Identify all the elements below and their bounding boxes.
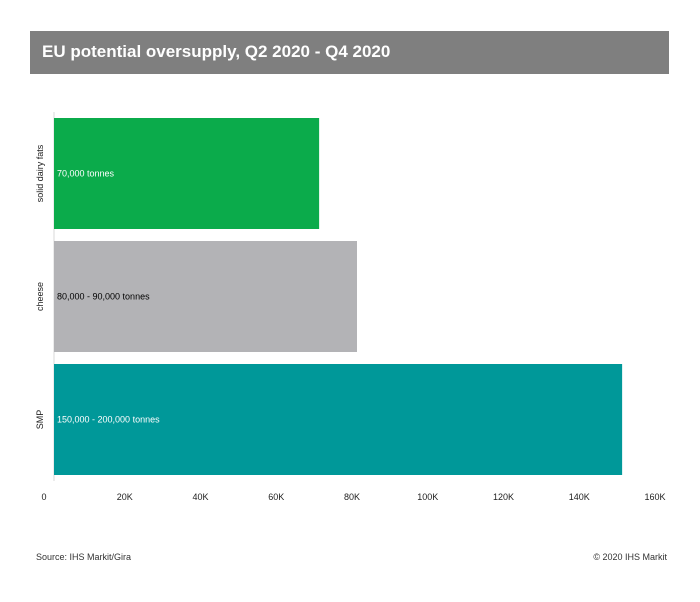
x-tick-label: 40K — [192, 492, 208, 502]
category-label: solid dairy fats — [35, 144, 45, 202]
bar-solid-dairy-fats — [54, 118, 320, 229]
x-tick-label: 60K — [268, 492, 284, 502]
x-tick-label: 20K — [117, 492, 133, 502]
category-label: SMP — [35, 410, 45, 430]
bar-cheese — [54, 241, 357, 352]
bars: 70,000 tonnes solid dairy fats 80,000 - 90… — [35, 118, 623, 475]
category-label: cheese — [35, 282, 45, 311]
title-bar: EU potential oversupply, Q2 2020 - Q4 20… — [30, 31, 669, 74]
bar-smp — [54, 364, 623, 475]
bar-value-label: 80,000 - 90,000 tonnes — [57, 292, 150, 302]
x-tick-label: 80K — [344, 492, 360, 502]
source-note: Source: IHS Markit/Gira — [36, 552, 132, 562]
copyright-note: © 2020 IHS Markit — [593, 552, 667, 562]
bar-value-label: 150,000 - 200,000 tonnes — [57, 415, 160, 425]
x-tick-label: 160K — [644, 492, 665, 502]
x-tick-label: 100K — [417, 492, 438, 502]
x-axis-ticks: 0 20K 40K 60K 80K 100K 120K 140K 160K — [41, 492, 665, 502]
x-tick-label: 0 — [41, 492, 46, 502]
chart-title: EU potential oversupply, Q2 2020 - Q4 20… — [42, 42, 391, 61]
x-tick-label: 120K — [493, 492, 514, 502]
x-tick-label: 140K — [569, 492, 590, 502]
bar-value-label: 70,000 tonnes — [57, 169, 115, 179]
